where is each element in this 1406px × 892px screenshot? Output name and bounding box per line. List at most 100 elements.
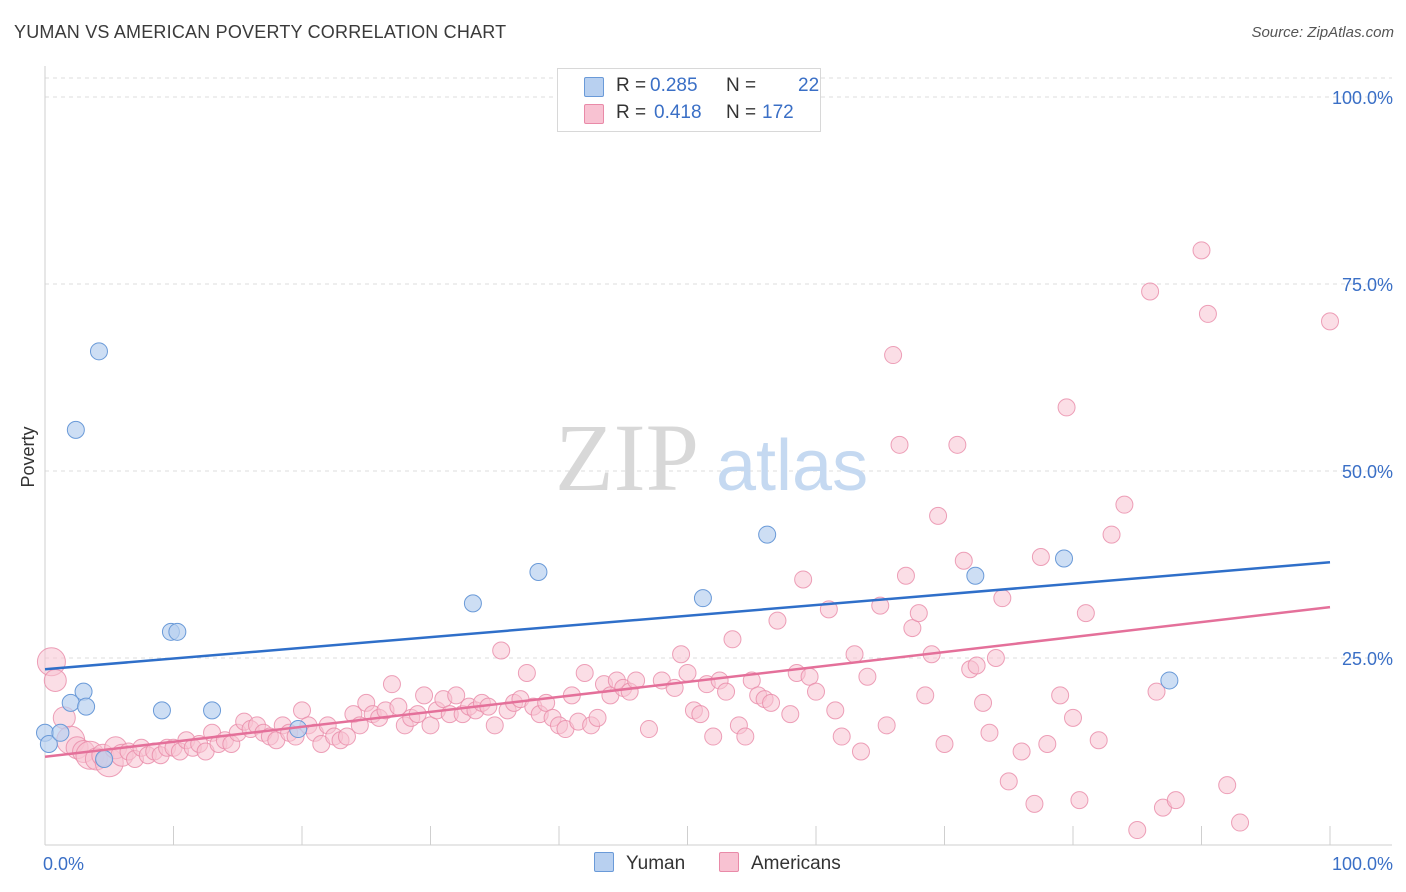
trend-lines	[44, 561, 1331, 758]
yuman-point	[966, 566, 985, 585]
americans-point	[967, 656, 986, 675]
americans-point	[293, 701, 311, 720]
americans-point	[447, 686, 466, 705]
yuman-point	[39, 735, 58, 754]
americans-point	[1198, 304, 1217, 323]
americans-point	[1038, 735, 1057, 754]
americans-point	[929, 506, 948, 525]
legend-item-yuman: Yuman	[594, 852, 685, 875]
yuman-point	[693, 589, 712, 608]
americans-point	[717, 682, 736, 701]
americans-point	[948, 435, 967, 454]
americans-points	[36, 241, 1339, 840]
legend-n-value: 22	[798, 75, 820, 96]
americans-point	[980, 723, 999, 742]
americans-point	[1025, 794, 1044, 813]
americans-point	[1147, 682, 1166, 701]
americans-point	[415, 686, 434, 705]
americans-point	[851, 742, 870, 761]
yuman-point	[89, 342, 108, 361]
yuman-points	[36, 342, 1179, 768]
americans-point	[1192, 241, 1211, 260]
americans-point	[935, 735, 954, 754]
yuman-point	[203, 701, 222, 720]
americans-point	[890, 435, 909, 454]
americans-point	[1166, 791, 1185, 810]
legend-n-value: 172	[762, 102, 794, 123]
legend-r-value: 0.285	[650, 75, 698, 96]
americans-point	[993, 589, 1012, 608]
americans-point	[723, 630, 742, 649]
americans-point	[678, 663, 697, 682]
americans-point	[1051, 686, 1070, 705]
x-tick-label: 100.0%	[1332, 854, 1393, 874]
americans-point	[954, 551, 973, 570]
axis-labels: 25.0% 50.0% 75.0% 100.0% 0.0% 100.0% Poverty	[18, 88, 1393, 874]
americans-point	[871, 596, 890, 615]
americans-point	[1128, 821, 1147, 840]
legend-n-label: N =	[726, 75, 757, 96]
americans-point	[999, 772, 1018, 791]
grid	[45, 77, 1392, 659]
americans-point	[807, 682, 825, 701]
legend-r-value: 0.418	[654, 102, 702, 123]
legend-n-label: N =	[726, 102, 757, 123]
yuman-point	[758, 525, 777, 544]
yuman-point	[77, 697, 96, 716]
americans-point	[832, 727, 851, 746]
americans-point	[1031, 548, 1050, 567]
x-tick-label: 0.0%	[43, 854, 84, 874]
yuman-point	[51, 723, 70, 742]
yuman-point	[152, 701, 171, 720]
y-tick-label: 50.0%	[1342, 462, 1393, 482]
legend-r-label: R =	[616, 75, 647, 96]
americans-point	[691, 705, 710, 724]
legend-swatch-yuman	[584, 77, 604, 97]
americans-point	[1321, 312, 1339, 331]
americans-point	[781, 705, 800, 724]
americans-point	[877, 716, 896, 735]
americans-point	[43, 668, 67, 692]
americans-point	[1064, 708, 1082, 727]
americans-point	[909, 604, 928, 623]
axes	[44, 66, 1392, 846]
americans-point	[1076, 604, 1095, 623]
yuman-point	[95, 749, 114, 768]
watermark-zip: ZIP	[555, 404, 699, 511]
americans-point	[639, 720, 658, 739]
source-label: Source: ZipAtlas.com	[1251, 24, 1394, 41]
watermark-atlas: atlas	[716, 426, 868, 506]
y-tick-label: 100.0%	[1332, 88, 1393, 108]
americans-point	[826, 701, 845, 720]
americans-point	[485, 716, 504, 735]
americans-trend-line	[44, 605, 1331, 758]
yuman-trend-line	[44, 561, 1331, 671]
americans-point	[794, 570, 813, 589]
americans-point	[768, 611, 787, 630]
yuman-point	[529, 562, 548, 581]
americans-point	[382, 675, 401, 694]
americans-point	[517, 663, 536, 682]
americans-point	[1141, 282, 1160, 301]
correlation-legend: R = 0.285 N = 22 R = 0.418 N = 172	[557, 68, 821, 132]
chart-title: YUMAN VS AMERICAN POVERTY CORRELATION CH…	[14, 22, 507, 42]
americans-point	[1089, 731, 1108, 750]
americans-point	[1231, 813, 1250, 832]
y-axis-title: Poverty	[18, 426, 38, 487]
legend-r-label: R =	[616, 102, 647, 123]
y-tick-label: 75.0%	[1342, 275, 1393, 295]
americans-point	[575, 663, 594, 682]
americans-point	[1057, 398, 1076, 417]
americans-point	[736, 727, 755, 746]
americans-point	[858, 667, 877, 686]
y-tick-label: 25.0%	[1342, 649, 1393, 669]
americans-point	[1218, 776, 1237, 795]
yuman-point	[74, 682, 93, 701]
legend-label-americans: Americans	[751, 853, 841, 874]
americans-point	[588, 708, 607, 727]
legend-item-americans: Americans	[719, 852, 841, 875]
legend-swatch-americans	[584, 104, 604, 124]
americans-point	[762, 693, 781, 712]
americans-point	[672, 645, 691, 664]
